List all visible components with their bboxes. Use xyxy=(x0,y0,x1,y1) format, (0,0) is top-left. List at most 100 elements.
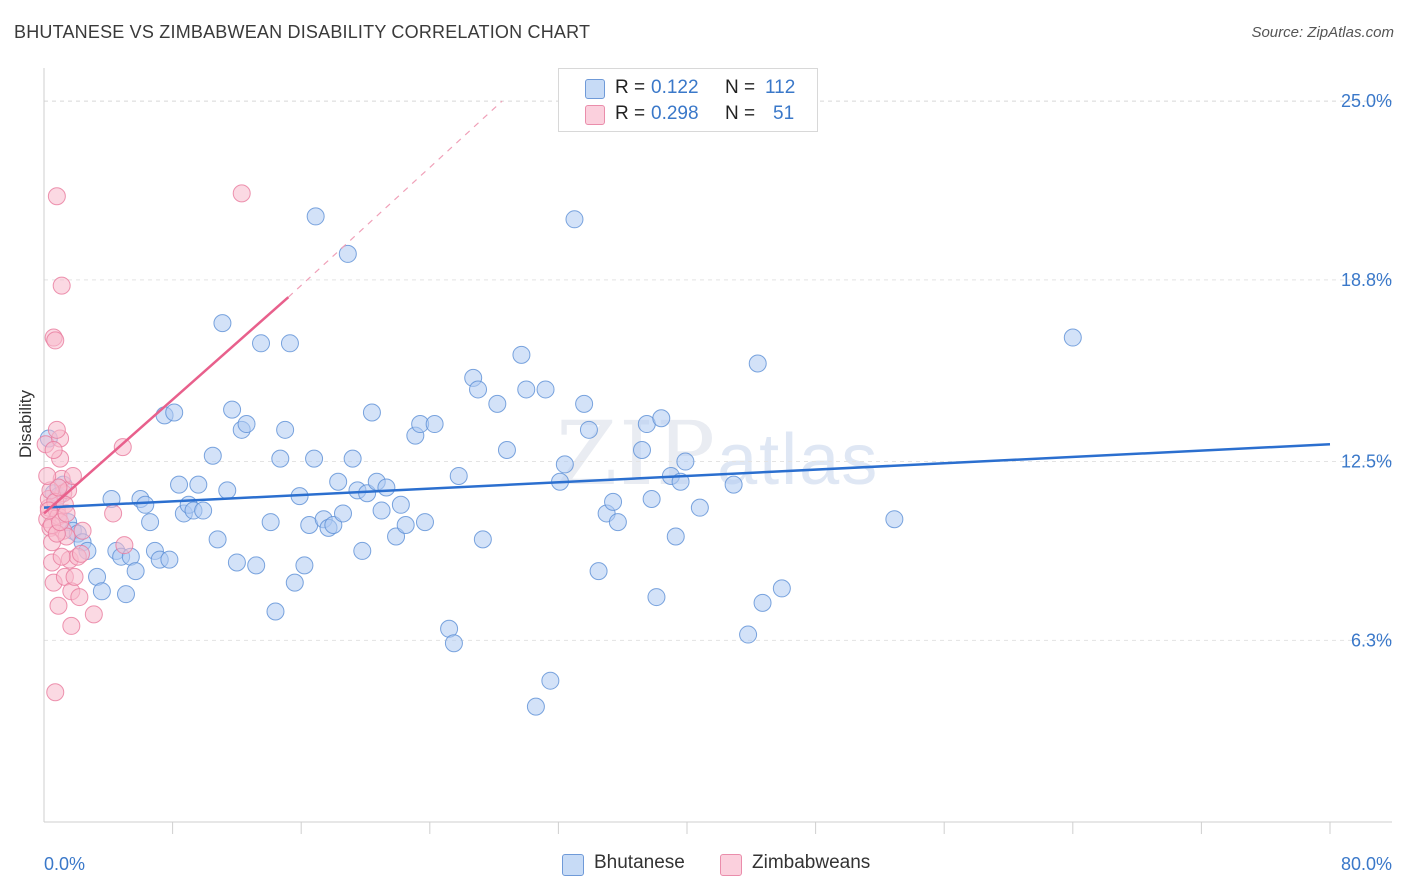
bhutanese-point xyxy=(377,478,396,497)
bhutanese-point xyxy=(92,582,111,601)
zimbabweans-trend-extension xyxy=(287,100,503,298)
zimbabweans-point xyxy=(47,420,66,439)
bhutanese-point xyxy=(208,530,227,549)
bhutanese-point xyxy=(497,441,516,459)
bhutanese-point xyxy=(213,314,232,333)
watermark: ZIPatlas xyxy=(556,402,879,505)
legend-n-value: 51 xyxy=(773,103,795,124)
zimbabweans-trend-line xyxy=(43,296,290,515)
bhutanese-point xyxy=(261,513,280,532)
bhutanese-point xyxy=(387,527,406,546)
bhutanese-point xyxy=(271,449,290,468)
zimbabweans-swatch xyxy=(720,854,742,876)
bhutanese-point xyxy=(396,515,415,534)
bhutanese-point xyxy=(676,452,695,471)
zimbabweans-point xyxy=(63,466,82,485)
zimbabweans-point xyxy=(84,605,103,624)
bhutanese-point xyxy=(353,541,372,560)
bhutanese-label: Bhutanese xyxy=(594,852,685,873)
bhutanese-point xyxy=(415,513,434,532)
y-tick-label: 12.5% xyxy=(1341,452,1392,472)
bhutanese-point xyxy=(391,495,410,514)
bhutanese-point xyxy=(295,556,314,575)
bhutanese-point xyxy=(589,562,608,581)
bhutanese-point xyxy=(1063,328,1082,347)
bhutanese-point xyxy=(170,475,189,494)
bhutanese-point xyxy=(329,472,348,491)
bhutanese-point xyxy=(604,492,623,511)
bhutanese-point xyxy=(652,409,671,428)
bhutanese-point xyxy=(666,527,685,546)
legend-n-value: 112 xyxy=(765,77,796,98)
legend-n-label: N = xyxy=(725,77,756,98)
bhutanese-point xyxy=(160,550,179,569)
bhutanese-point xyxy=(237,415,256,434)
bhutanese-point xyxy=(252,334,271,353)
y-axis-label: Disability xyxy=(16,389,35,458)
bhutanese-trend-line xyxy=(43,442,1331,509)
bhutanese-swatch xyxy=(562,854,584,876)
bhutanese-point xyxy=(305,449,324,468)
zimbabweans-point xyxy=(104,504,123,523)
legend-r-value: 0.122 xyxy=(651,77,699,98)
legend-n-label: N = xyxy=(725,103,756,124)
chart-source: Source: ZipAtlas.com xyxy=(1251,24,1394,41)
bhutanese-point xyxy=(126,562,145,581)
bhutanese-point xyxy=(748,354,767,373)
bhutanese-point xyxy=(739,625,758,644)
y-tick-label: 18.8% xyxy=(1341,270,1392,290)
zimbabweans-point xyxy=(70,588,89,607)
bhutanese-point xyxy=(324,515,343,534)
bhutanese-point xyxy=(526,697,545,716)
bhutanese-point xyxy=(343,449,362,468)
zimbabweans-point xyxy=(49,596,68,615)
zimbabweans-point xyxy=(65,567,84,586)
bhutanese-point xyxy=(575,394,594,413)
zimbabweans-point xyxy=(49,478,68,497)
chart-title: BHUTANESE VS ZIMBABWEAN DISABILITY CORRE… xyxy=(14,22,591,42)
bhutanese-point xyxy=(218,481,237,500)
bhutanese-point xyxy=(227,553,246,572)
bhutanese-point xyxy=(372,501,391,520)
zimbabweans-point xyxy=(38,466,57,485)
bhutanese-point xyxy=(425,415,444,434)
legend-r-label: R = xyxy=(615,103,646,124)
zimbabweans-point xyxy=(46,331,65,350)
bhutanese-point xyxy=(647,588,666,607)
bhutanese-point xyxy=(136,495,155,514)
bhutanese-point xyxy=(565,210,584,229)
bhutanese-point xyxy=(536,380,555,399)
zimbabweans-point xyxy=(73,521,92,540)
zimbabweans-point xyxy=(232,184,251,203)
legend-r-label: R = xyxy=(615,77,646,98)
bhutanese-point xyxy=(579,420,598,439)
bhutanese-point xyxy=(642,490,661,509)
bhutanese-point xyxy=(753,593,772,612)
stats-legend: R = 0.122 N = 112 R = 0.298 N = 51 xyxy=(558,68,818,132)
bhutanese-point xyxy=(517,380,536,399)
bhutanese-point xyxy=(362,403,381,422)
x-tick-label: 80.0% xyxy=(1341,854,1392,874)
bhutanese-point xyxy=(632,441,651,459)
bhutanese-point xyxy=(885,510,904,529)
watermark-sub: atlas xyxy=(717,420,880,500)
bhutanese-point xyxy=(473,530,492,549)
bhutanese-point xyxy=(223,400,242,419)
bhutanese-point xyxy=(141,513,160,532)
zimbabweans-point xyxy=(52,547,71,566)
bhutanese-point xyxy=(724,475,743,494)
bhutanese-point xyxy=(608,513,627,532)
bhutanese-point xyxy=(266,602,285,621)
bhutanese-point xyxy=(189,475,208,494)
bhutanese-point xyxy=(276,420,295,439)
zimbabweans-point xyxy=(113,438,132,457)
zimbabweans-point xyxy=(44,441,63,459)
y-tick-label: 25.0% xyxy=(1341,91,1392,111)
bhutanese-point xyxy=(541,671,560,690)
bhutanese-point xyxy=(203,446,222,465)
zimbabweans-point xyxy=(47,187,66,206)
bhutanese-point xyxy=(690,498,709,517)
zimbabweans-point xyxy=(115,536,134,555)
bhutanese-point xyxy=(512,345,531,364)
